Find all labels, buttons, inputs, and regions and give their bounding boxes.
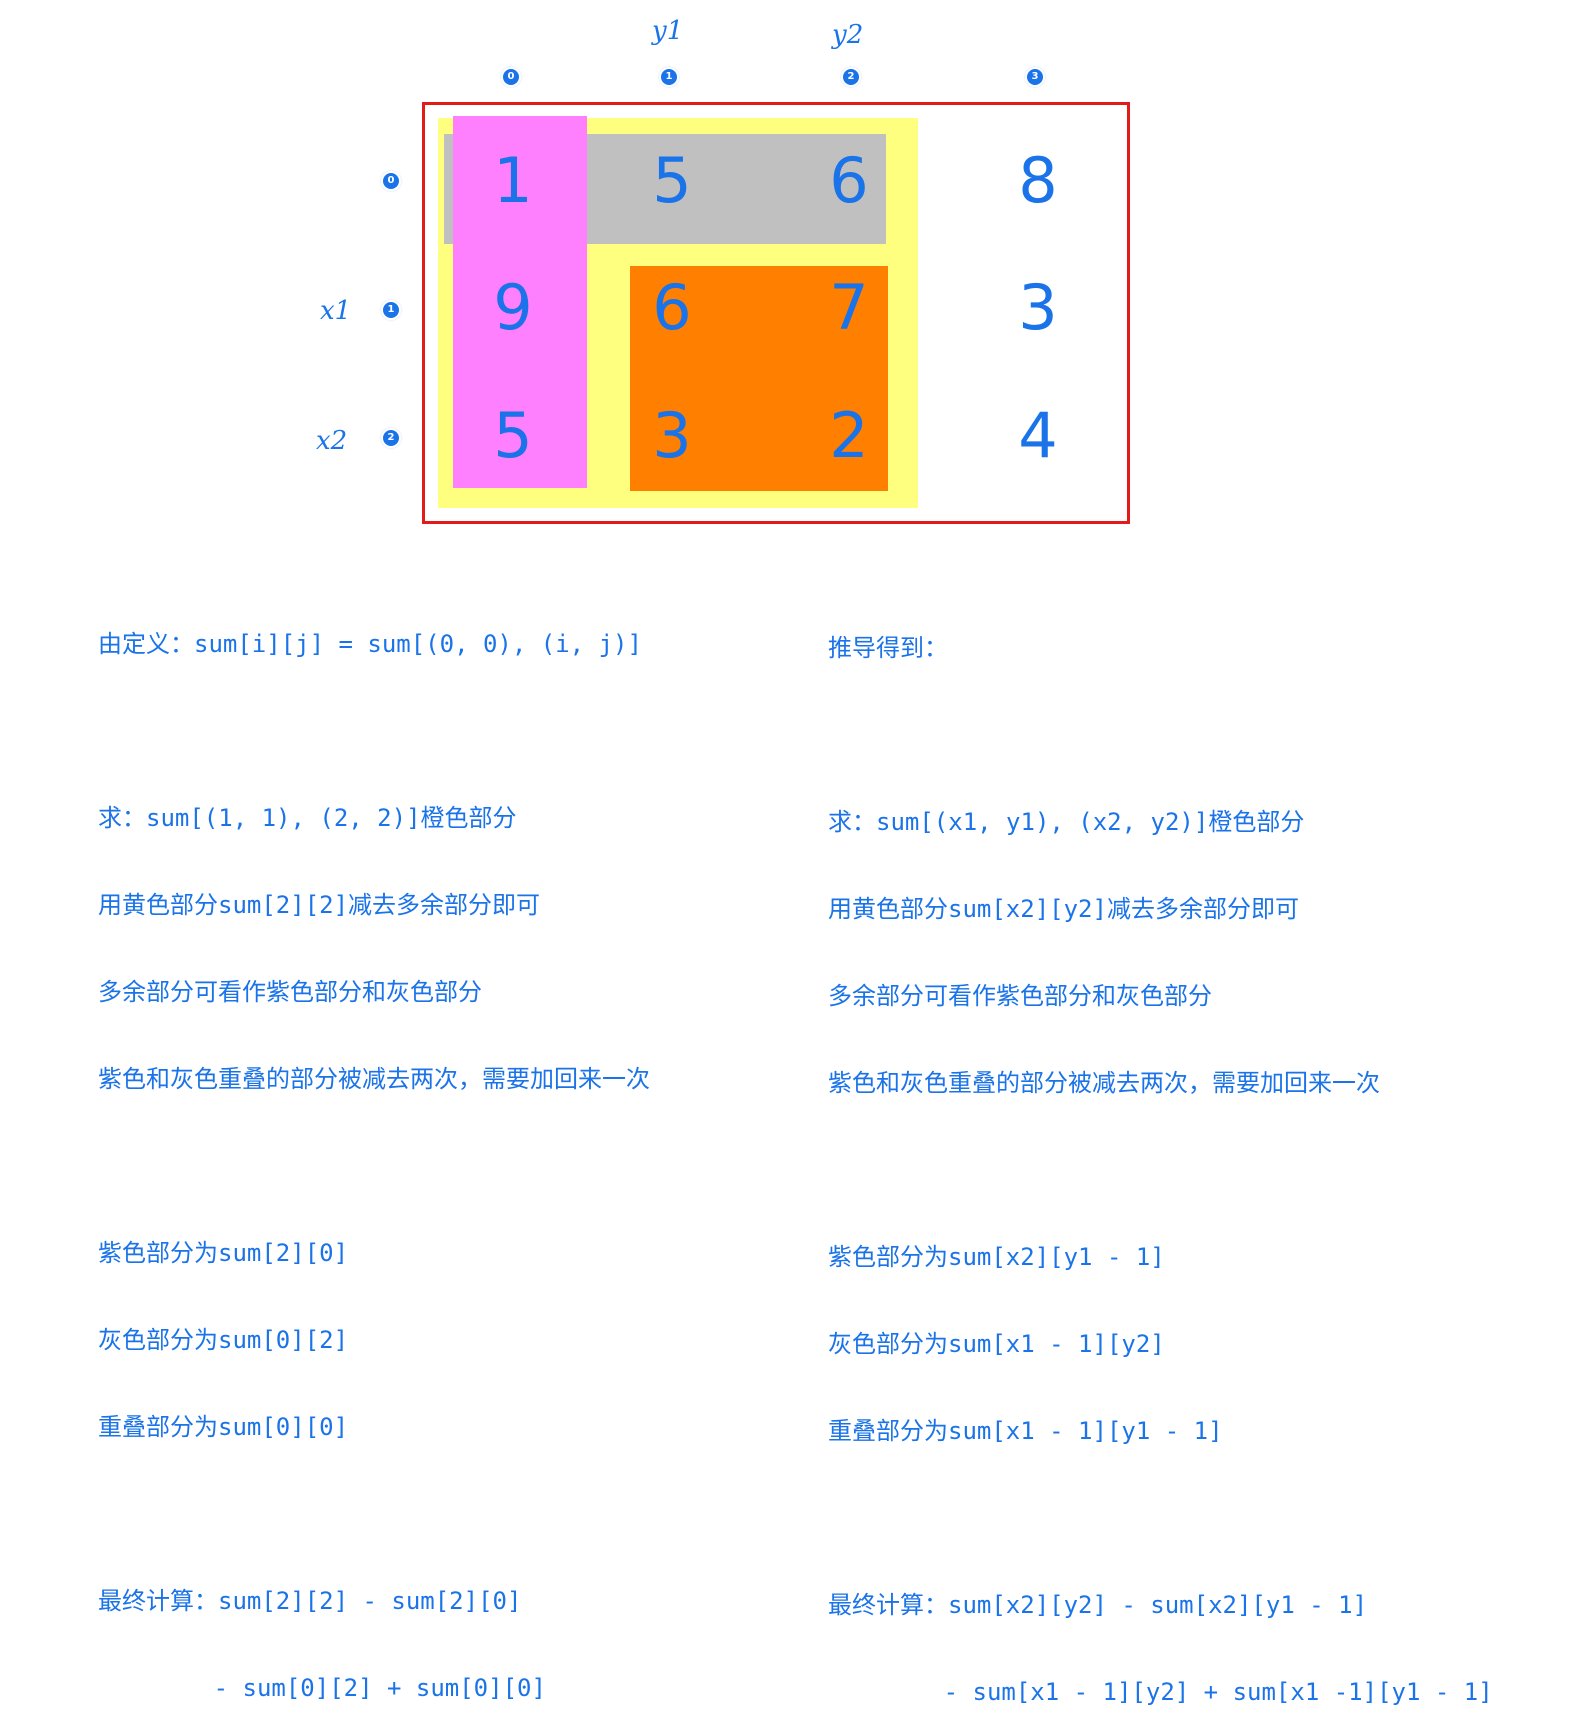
matrix-cell-2-0: 5 xyxy=(493,399,533,472)
row-badge-0: 0 xyxy=(383,173,399,189)
left-line-10: - sum[0][2] + sum[0][0] xyxy=(98,1674,546,1702)
matrix-cell-1-1: 6 xyxy=(652,271,692,344)
left-line-6: 紫色部分为sum[2][0] xyxy=(98,1239,349,1267)
right-line-2: 求：sum[(x1, y1), (x2, y2)]橙色部分 xyxy=(828,808,1305,836)
left-line-4: 多余部分可看作紫色部分和灰色部分 xyxy=(98,978,482,1006)
row-badge-2: 2 xyxy=(383,430,399,446)
matrix-cell-2-3: 4 xyxy=(1018,399,1058,472)
right-line-8: 重叠部分为sum[x1 - 1][y1 - 1] xyxy=(828,1417,1223,1445)
row-label-x1: x1 xyxy=(320,296,352,326)
matrix-cell-2-2: 2 xyxy=(829,399,869,472)
column-badge-0: 0 xyxy=(503,69,519,85)
matrix-frame xyxy=(422,102,1130,524)
left-line-5: 紫色和灰色重叠的部分被减去两次，需要加回来一次 xyxy=(98,1065,650,1093)
left-line-3: 用黄色部分sum[2][2]减去多余部分即可 xyxy=(98,891,541,919)
blank-line xyxy=(828,1156,1493,1185)
right-line-5: 紫色和灰色重叠的部分被减去两次，需要加回来一次 xyxy=(828,1069,1380,1097)
right-line-6: 紫色部分为sum[x2][y1 - 1] xyxy=(828,1243,1165,1271)
left-line-8: 重叠部分为sum[0][0] xyxy=(98,1413,349,1441)
blank-line xyxy=(828,721,1493,750)
matrix-cell-1-2: 7 xyxy=(829,271,869,344)
row-label-x2: x2 xyxy=(316,426,348,456)
left-line-9: 最终计算：sum[2][2] - sum[2][0] xyxy=(98,1587,522,1615)
right-line-3: 用黄色部分sum[x2][y2]减去多余部分即可 xyxy=(828,895,1299,923)
right-line-7: 灰色部分为sum[x1 - 1][y2] xyxy=(828,1330,1165,1358)
matrix-cell-1-0: 9 xyxy=(493,271,533,344)
column-badge-2: 2 xyxy=(843,69,859,85)
left-explanation: 由定义：sum[i][j] = sum[(0, 0), (i, j)] 求：su… xyxy=(98,572,650,1732)
right-line-1: 推导得到： xyxy=(828,634,948,662)
matrix-cell-1-3: 3 xyxy=(1018,271,1058,344)
purple-region xyxy=(453,116,587,488)
left-line-7: 灰色部分为sum[0][2] xyxy=(98,1326,349,1354)
blank-line xyxy=(98,1500,650,1529)
right-line-9: 最终计算：sum[x2][y2] - sum[x2][y1 - 1] xyxy=(828,1591,1368,1619)
matrix-cell-0-2: 6 xyxy=(829,144,869,217)
blank-line xyxy=(828,1504,1493,1533)
column-label-y2: y2 xyxy=(832,20,864,50)
column-badge-3: 3 xyxy=(1027,69,1043,85)
blank-line xyxy=(98,717,650,746)
left-line-1: 由定义：sum[i][j] = sum[(0, 0), (i, j)] xyxy=(98,630,642,658)
column-badge-1: 1 xyxy=(661,69,677,85)
column-label-y1: y1 xyxy=(652,16,684,46)
matrix-cell-2-1: 3 xyxy=(652,399,692,472)
matrix-cell-0-0: 1 xyxy=(493,144,533,217)
left-line-2: 求：sum[(1, 1), (2, 2)]橙色部分 xyxy=(98,804,517,832)
blank-line xyxy=(98,1152,650,1181)
row-badge-1: 1 xyxy=(383,302,399,318)
orange-region xyxy=(630,266,888,491)
matrix-cell-0-3: 8 xyxy=(1018,144,1058,217)
right-line-4: 多余部分可看作紫色部分和灰色部分 xyxy=(828,982,1212,1010)
matrix-cell-0-1: 5 xyxy=(652,144,692,217)
right-explanation: 推导得到： 求：sum[(x1, y1), (x2, y2)]橙色部分 用黄色部… xyxy=(828,576,1493,1736)
right-line-10: - sum[x1 - 1][y2] + sum[x1 -1][y1 - 1] xyxy=(828,1678,1493,1706)
